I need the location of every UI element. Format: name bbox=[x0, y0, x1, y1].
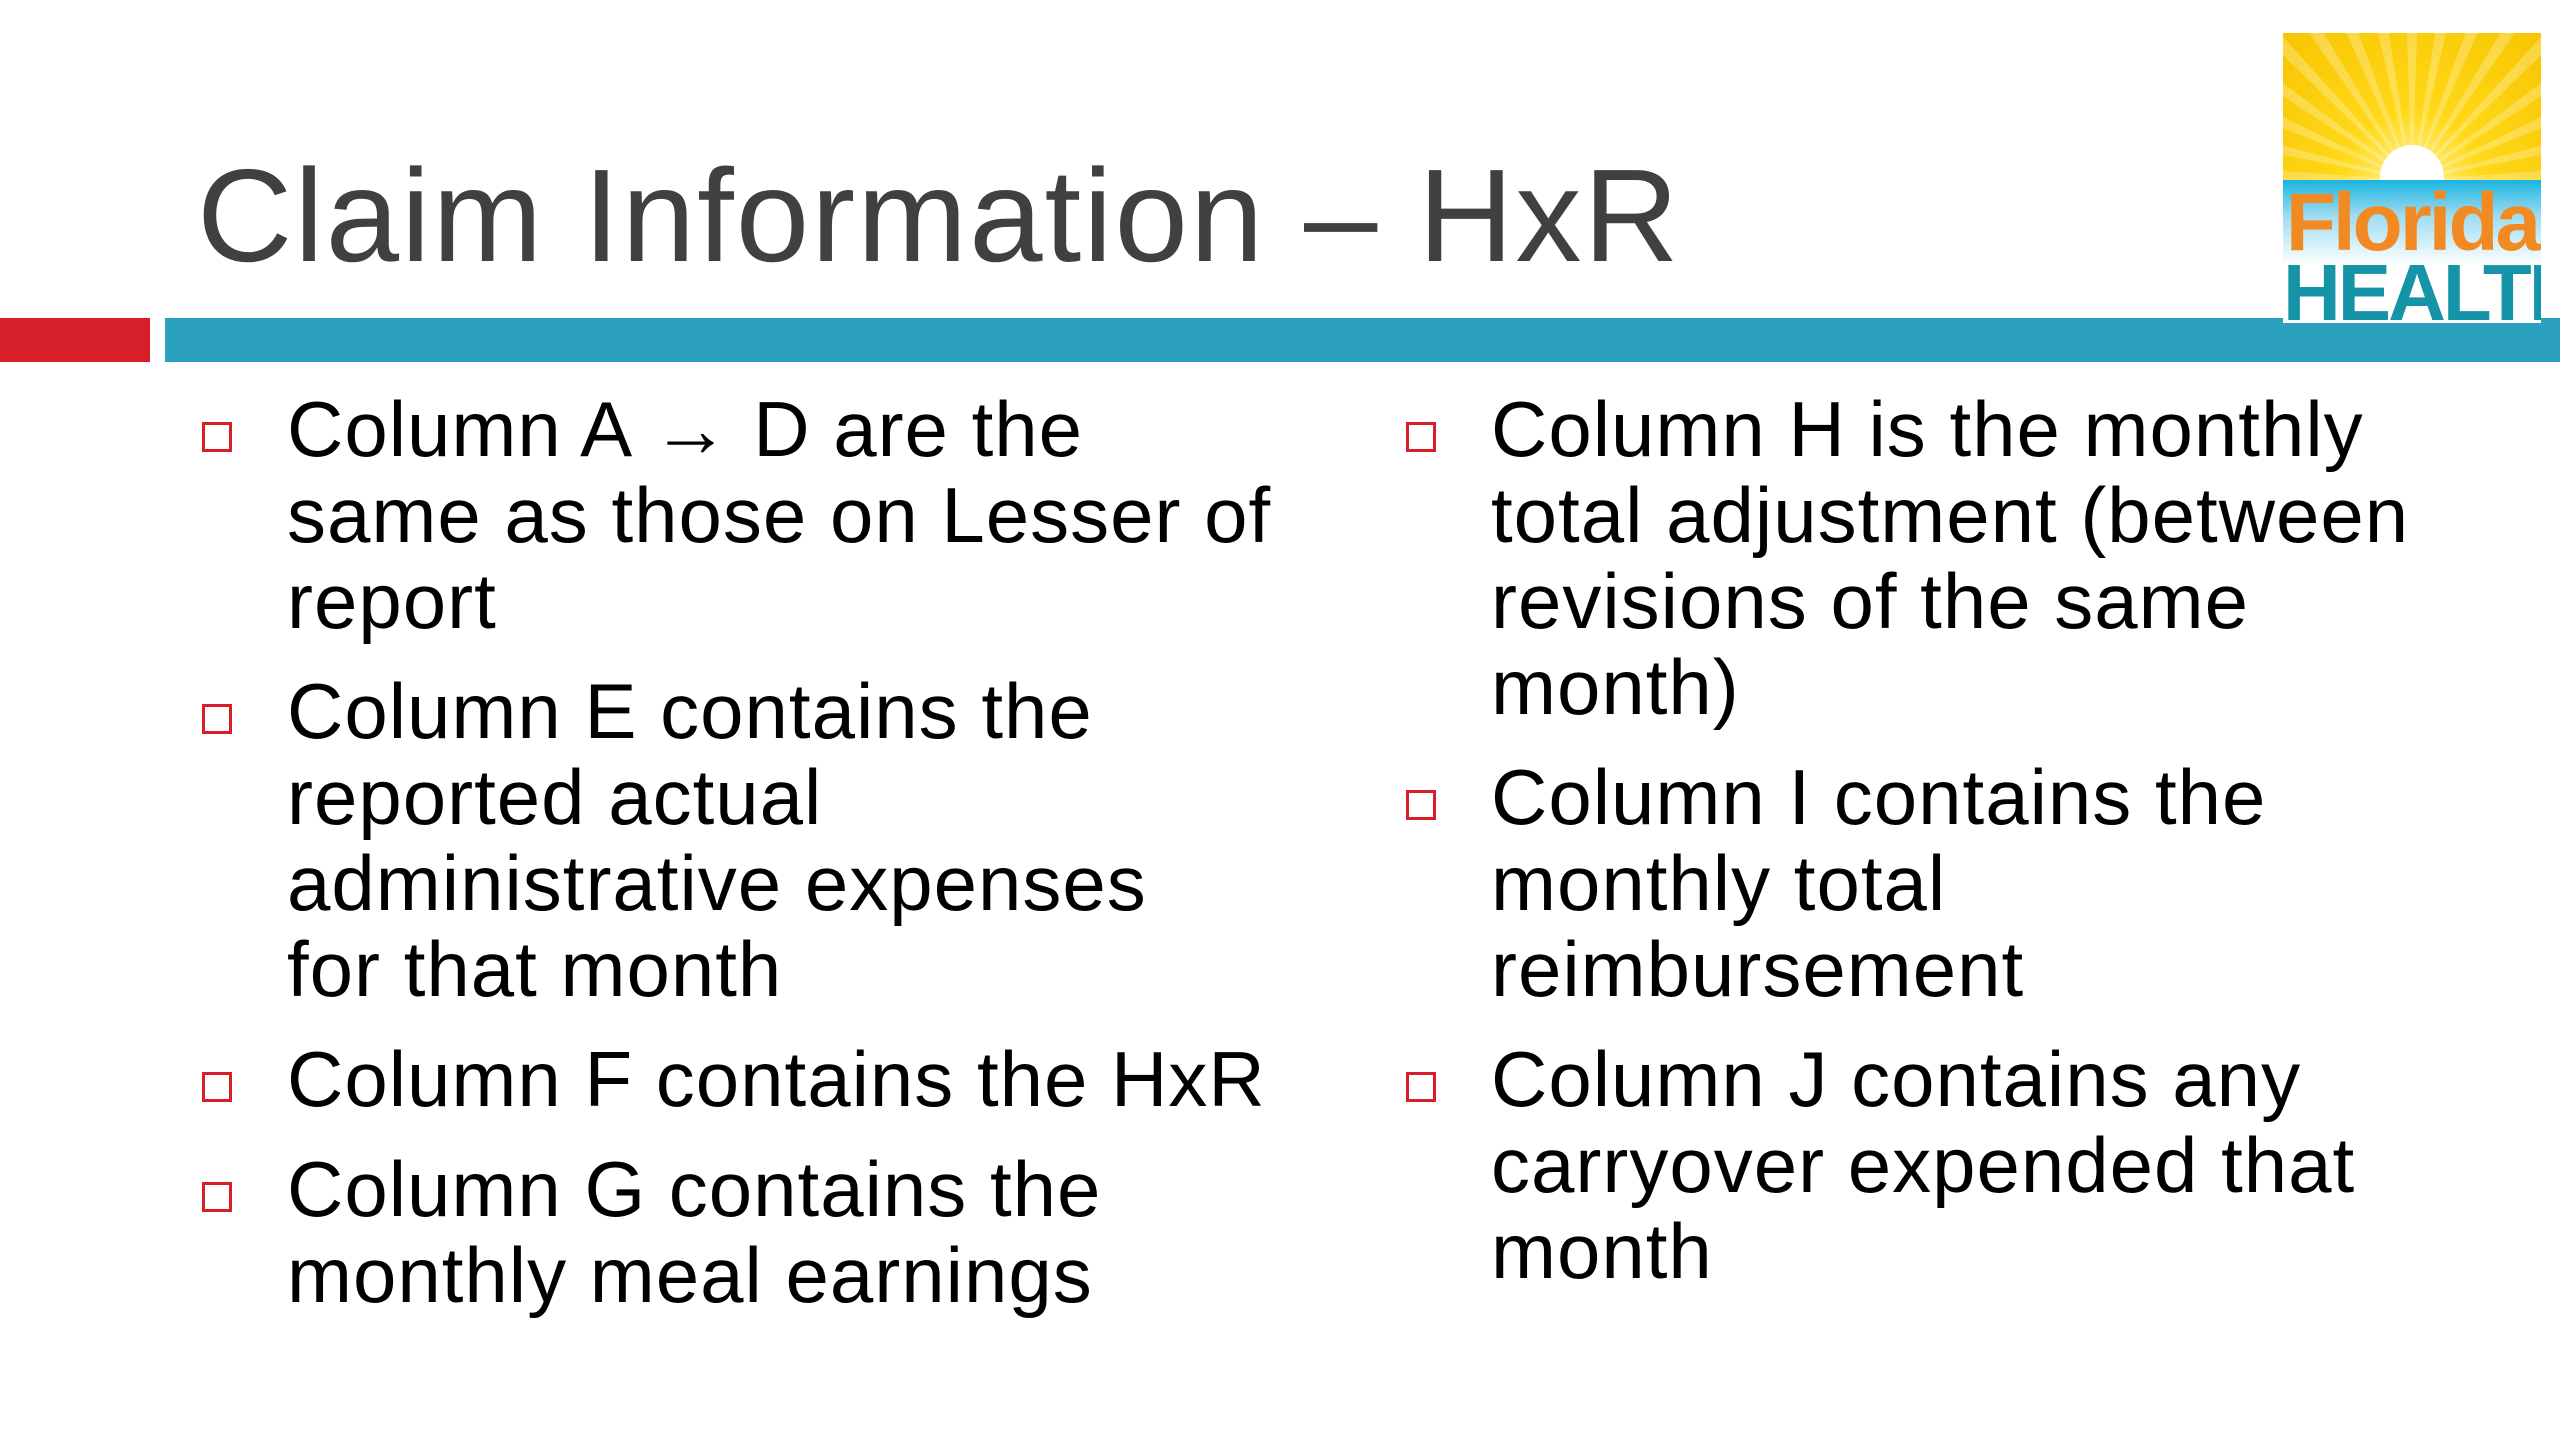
square-bullet-icon bbox=[202, 704, 232, 734]
right-bullet-list: Column H is the monthly total adjustment … bbox=[1406, 386, 2409, 1294]
bullet-text-line: Column G contains the bbox=[287, 1145, 1102, 1233]
logo-text-health: HEALTH bbox=[2283, 248, 2541, 324]
bullet-text-line: reimbursement bbox=[1491, 925, 2025, 1013]
square-bullet-icon bbox=[1406, 790, 1436, 820]
bullet-text-line: Column F contains the HxR bbox=[287, 1035, 1266, 1123]
bullet-text-line: month) bbox=[1491, 643, 1740, 731]
bullet-text-line: Column J contains any bbox=[1491, 1035, 2302, 1123]
left-bullet-list: Column A → D are the same as those on Les… bbox=[202, 386, 1271, 1318]
bullet-text-line: Column H is the monthly bbox=[1491, 385, 2364, 473]
bullet-text-line: month bbox=[1491, 1207, 1713, 1295]
bullet-text-line: Column A → D are the bbox=[287, 385, 1084, 473]
slide-title: Claim Information – HxR bbox=[197, 142, 1681, 289]
bullet-item: Column G contains the monthly meal earnin… bbox=[202, 1146, 1271, 1318]
square-bullet-icon bbox=[1406, 422, 1436, 452]
square-bullet-icon bbox=[202, 422, 232, 452]
square-bullet-icon bbox=[1406, 1072, 1436, 1102]
bullet-item: Column J contains any carryover expended … bbox=[1406, 1036, 2409, 1294]
bullet-text-line: reported actual bbox=[287, 753, 823, 841]
bullet-text-line: report bbox=[287, 557, 497, 645]
accent-bar-red bbox=[0, 318, 150, 362]
bullet-text-line: revisions of the same bbox=[1491, 557, 2250, 645]
bullet-text-line: total adjustment (between bbox=[1491, 471, 2410, 559]
bullet-text-line: administrative expenses bbox=[287, 839, 1147, 927]
bullet-item: Column H is the monthly total adjustment … bbox=[1406, 386, 2409, 730]
square-bullet-icon bbox=[202, 1182, 232, 1212]
square-bullet-icon bbox=[202, 1072, 232, 1102]
bullet-text-line: Column E contains the bbox=[287, 667, 1093, 755]
bullet-text-line: same as those on Lesser of bbox=[287, 471, 1272, 559]
bullet-item: Column F contains the HxR bbox=[202, 1036, 1271, 1122]
bullet-item: Column I contains the monthly total reimbu… bbox=[1406, 754, 2409, 1012]
bullet-item: Column E contains the reported actual admi… bbox=[202, 668, 1271, 1012]
accent-bar-blue bbox=[165, 318, 2560, 362]
florida-health-logo: Florida HEALTH bbox=[2283, 33, 2541, 323]
bullet-text-line: monthly meal earnings bbox=[287, 1231, 1093, 1319]
logo-text-florida: Florida bbox=[2285, 177, 2541, 268]
bullet-text-line: Column I contains the bbox=[1491, 753, 2267, 841]
bullet-item: Column A → D are the same as those on Les… bbox=[202, 386, 1271, 644]
bullet-text-line: carryover expended that bbox=[1491, 1121, 2356, 1209]
bullet-text-line: monthly total bbox=[1491, 839, 1947, 927]
bullet-text-line: for that month bbox=[287, 925, 783, 1013]
